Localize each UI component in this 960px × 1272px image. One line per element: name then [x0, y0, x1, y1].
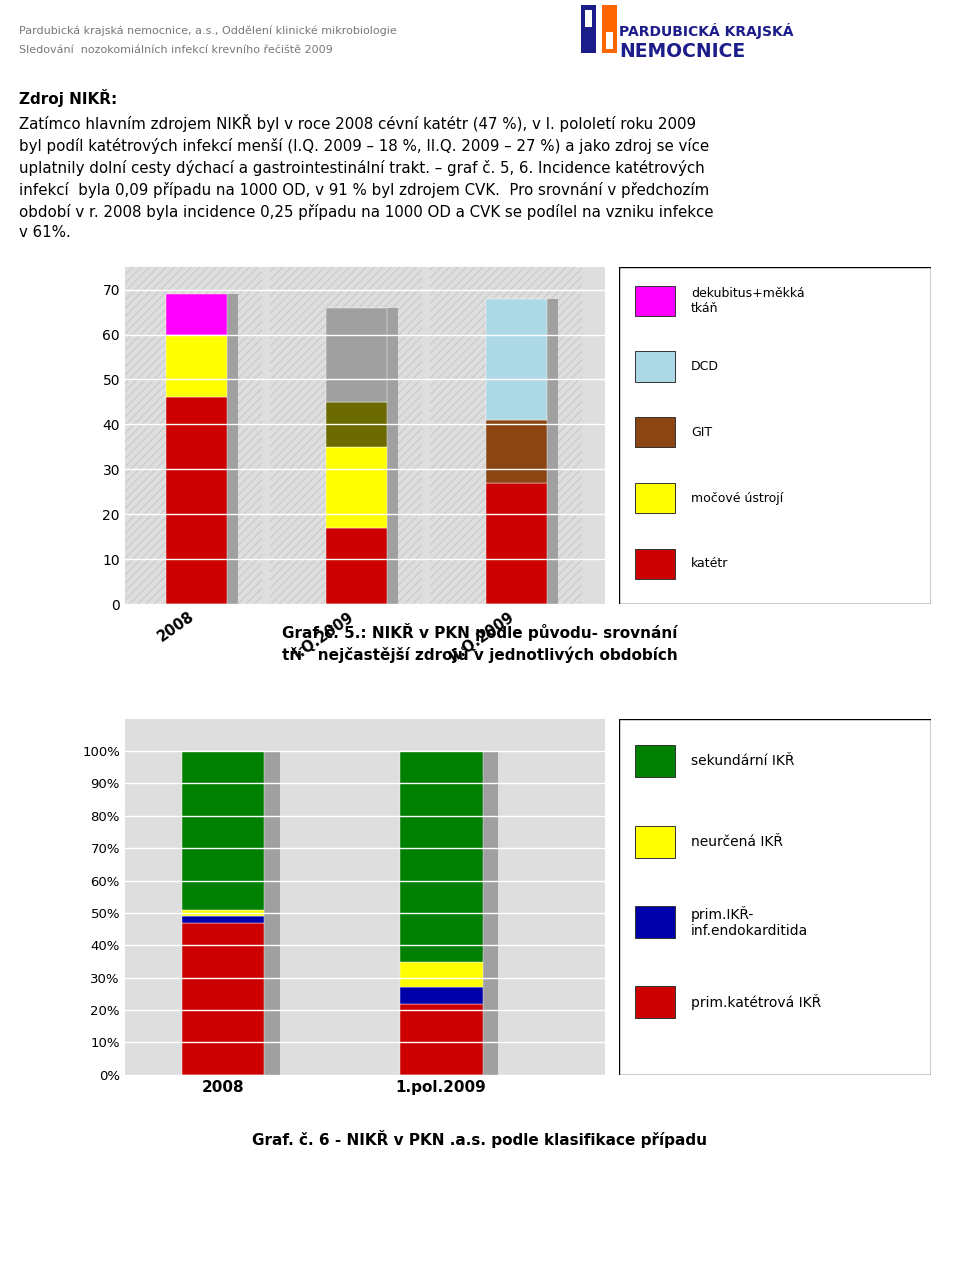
Bar [586, 10, 591, 27]
Text: Graf č. 5.: NIKŘ v PKN podle původu- srovnání: Graf č. 5.: NIKŘ v PKN podle původu- sro… [282, 623, 678, 641]
Bar [326, 528, 387, 604]
Bar [635, 906, 676, 937]
Bar [271, 267, 422, 604]
Bar [166, 397, 228, 604]
Bar [635, 826, 676, 857]
Bar [635, 417, 676, 448]
Bar [399, 750, 483, 962]
Text: tří   nejčastější zdrojů v jednotlivých obdobích: tří nejčastější zdrojů v jednotlivých ob… [282, 646, 678, 663]
Bar [635, 286, 676, 315]
Bar [399, 987, 483, 1004]
Text: Graf. č. 6 - NIKŘ v PKN .a.s. podle klasifikace případu: Graf. č. 6 - NIKŘ v PKN .a.s. podle klas… [252, 1130, 708, 1147]
Text: NEMOCNICE: NEMOCNICE [619, 42, 745, 61]
Bar [487, 299, 547, 420]
Text: sekundární IKŘ: sekundární IKŘ [691, 754, 795, 768]
Text: Zdroj NIKŘ:: Zdroj NIKŘ: [19, 89, 117, 107]
Bar [581, 5, 596, 53]
Bar [181, 909, 264, 916]
Text: močové ústrojí: močové ústrojí [691, 491, 783, 505]
Text: dekubitus+měkká
tkáň: dekubitus+měkká tkáň [691, 286, 804, 315]
Bar [399, 1004, 483, 1075]
Text: neurčená IKŘ: neurčená IKŘ [691, 834, 783, 848]
Bar [181, 922, 264, 1075]
Bar [178, 294, 238, 604]
Bar [326, 402, 387, 446]
Bar [326, 446, 387, 528]
Bar [181, 916, 264, 922]
Text: katétr: katétr [691, 557, 729, 570]
Text: prim.katétrová IKŘ: prim.katétrová IKŘ [691, 993, 821, 1010]
Bar [635, 548, 676, 579]
Bar [497, 299, 559, 604]
Bar [635, 351, 676, 382]
Text: Sledování  nozokomiálních infekcí krevního řečiště 2009: Sledování nozokomiálních infekcí krevníh… [19, 45, 333, 55]
Text: DCD: DCD [691, 360, 719, 373]
Bar [635, 745, 676, 777]
Bar [607, 32, 612, 48]
Bar [415, 750, 498, 1075]
Text: prim.IKŘ-
inf.endokarditida: prim.IKŘ- inf.endokarditida [691, 906, 808, 937]
Bar [338, 308, 398, 604]
Bar [635, 986, 676, 1018]
Text: Pardubická krajská nemocnice, a.s., Oddělení klinické mikrobiologie: Pardubická krajská nemocnice, a.s., Oddě… [19, 25, 396, 36]
Bar [326, 308, 387, 402]
Bar [197, 750, 279, 1075]
Bar [487, 483, 547, 604]
Bar [602, 5, 617, 53]
Bar [166, 335, 228, 397]
Bar [181, 750, 264, 909]
Bar [430, 267, 583, 604]
Text: Zatímco hlavním zdrojem NIKŘ byl v roce 2008 cévní katétr (47 %), v I. pololetí : Zatímco hlavním zdrojem NIKŘ byl v roce … [19, 114, 713, 240]
Text: GIT: GIT [691, 426, 712, 439]
Bar [635, 483, 676, 513]
Text: PARDUBICKÁ KRAJSKÁ: PARDUBICKÁ KRAJSKÁ [619, 23, 794, 39]
Bar [487, 420, 547, 483]
Bar [399, 962, 483, 987]
Bar [110, 267, 262, 604]
Bar [166, 294, 228, 335]
